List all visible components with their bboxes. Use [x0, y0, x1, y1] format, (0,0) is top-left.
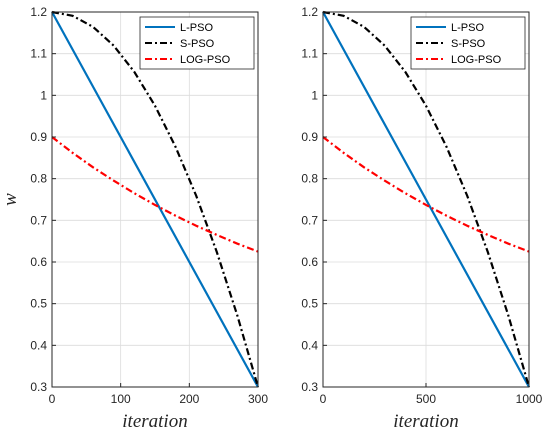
chart2-ytick-label-7: 1 [311, 88, 318, 102]
chart2-legend: L-PSO S-PSO LOG-PSO [410, 16, 526, 70]
chart1-x-axis-label: iteration [122, 411, 187, 432]
chart1-legend-label-s-pso: S-PSO [180, 38, 215, 50]
chart1-ytick-label-8: 1.1 [30, 47, 47, 61]
chart2-ytick-label-9: 1.2 [301, 5, 318, 19]
chart2-legend-label-log-pso: LOG-PSO [451, 54, 502, 66]
chart1-ytick-label-2: 0.5 [30, 297, 47, 311]
chart1-ytick-label-4: 0.7 [30, 213, 47, 227]
chart1-legend-box [139, 16, 255, 70]
chart2-legend-label-l-pso: L-PSO [451, 22, 484, 34]
chart2-ytick-label-5: 0.8 [301, 172, 318, 186]
chart1-xtick-label-2: 200 [179, 392, 199, 406]
chart2: 0 500 1000 0.3 0.4 0.5 0.6 0.7 0.8 0.9 1 1.1 1.2 iter… [301, 5, 542, 432]
chart2-legend-label-s-pso: S-PSO [451, 38, 486, 50]
chart1-y-axis-label: w [0, 193, 21, 206]
chart1-legend: L-PSO S-PSO LOG-PSO [139, 16, 255, 70]
chart2-ytick-label-8: 1.1 [301, 47, 318, 61]
chart1-series-log-pso-line [51, 136, 259, 253]
chart1-xtick-label-3: 300 [248, 392, 268, 406]
chart2-ytick-label-2: 0.5 [301, 297, 318, 311]
chart1-axes-box [51, 11, 259, 388]
chart1-xtick-label-0: 0 [49, 392, 56, 406]
chart1-ytick-label-1: 0.4 [30, 338, 47, 352]
chart2-xtick-label-2: 1000 [516, 392, 543, 406]
chart2-x-axis-label: iteration [393, 411, 458, 432]
chart2-ytick-label-4: 0.7 [301, 213, 318, 227]
chart2-xtick-label-1: 500 [416, 392, 436, 406]
chart1-series-s-pso-line [51, 10, 260, 388]
chart1-xtick-label-1: 100 [111, 392, 131, 406]
chart2-series-s-pso-line [322, 10, 531, 388]
chart2-ytick-label-3: 0.6 [301, 255, 318, 269]
chart1-ytick-label-7: 1 [40, 88, 47, 102]
chart2-ytick-label-1: 0.4 [301, 338, 318, 352]
chart1-ytick-label-0: 0.3 [30, 380, 47, 394]
chart1-legend-label-log-pso: LOG-PSO [180, 54, 231, 66]
chart2-ytick-label-6: 0.9 [301, 130, 318, 144]
chart1-ytick-label-9: 1.2 [30, 5, 47, 19]
chart1-ytick-label-3: 0.6 [30, 255, 47, 269]
chart1-series-l-pso-line [51, 11, 259, 388]
chart2-series-l-pso-line [322, 11, 530, 388]
chart2-xtick-label-0: 0 [320, 392, 327, 406]
chart1-ytick-label-5: 0.8 [30, 172, 47, 186]
chart2-legend-box [410, 16, 526, 70]
chart2-series-log-pso-line [322, 136, 530, 253]
chart2-ytick-label-0: 0.3 [301, 380, 318, 394]
chart1-legend-label-l-pso: L-PSO [180, 22, 213, 34]
chart1-ytick-label-6: 0.9 [30, 130, 47, 144]
chart1: 0 100 200 300 0.3 0.4 0.5 0.6 0.7 0.8 0.9 1 1.1 1.2 it… [0, 5, 268, 432]
